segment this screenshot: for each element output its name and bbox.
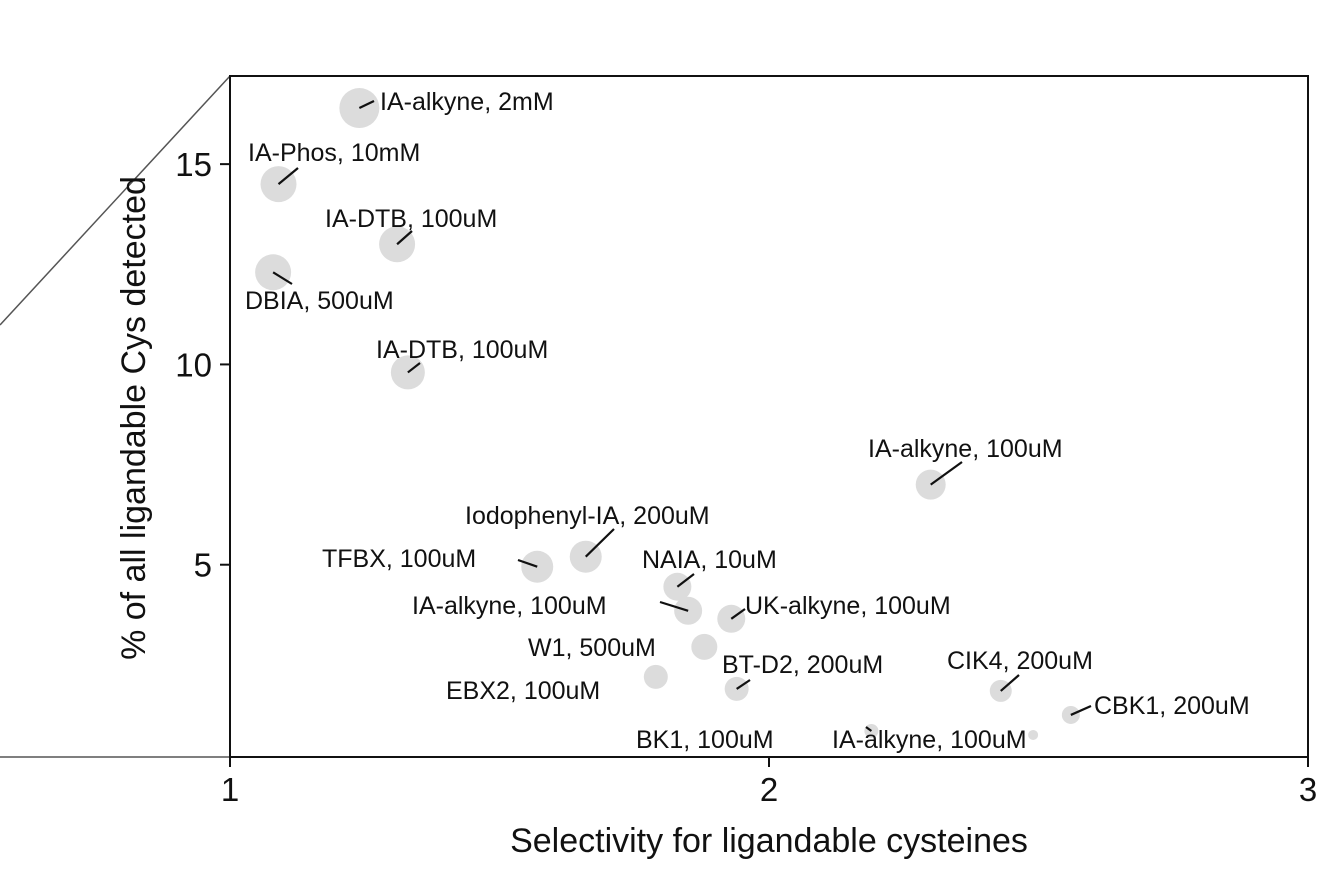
point-label: IA-DTB, 100uM bbox=[325, 205, 497, 233]
y-tick-label: 10 bbox=[175, 346, 212, 383]
data-point bbox=[643, 664, 668, 689]
point-labels-layer: IA-alkyne, 2mM IA-Phos, 10mM IA-DTB, 100uM… bbox=[245, 88, 1250, 754]
point-label: IA-Phos, 10mM bbox=[248, 139, 420, 167]
point-label: UK-alkyne, 100uM bbox=[745, 592, 951, 620]
leader-line bbox=[676, 573, 695, 588]
leader-line bbox=[517, 558, 538, 568]
data-point bbox=[691, 633, 718, 660]
point-label: IA-alkyne, 2mM bbox=[380, 88, 554, 116]
point-label: BT-D2, 200uM bbox=[722, 651, 883, 679]
point-label: EBX2, 100uM bbox=[446, 677, 600, 705]
leader-lines-layer bbox=[272, 100, 1092, 732]
y-tick-label: 15 bbox=[175, 146, 212, 183]
point-label: TFBX, 100uM bbox=[322, 545, 476, 573]
point-label: IA-alkyne, 100uM bbox=[412, 592, 607, 620]
leader-line bbox=[865, 726, 873, 732]
leader-line bbox=[1000, 674, 1020, 692]
leader-line bbox=[272, 271, 293, 285]
leader-line bbox=[277, 167, 299, 186]
y-axis-title: % of all ligandable Cys detected bbox=[115, 176, 153, 660]
x-tick-label: 3 bbox=[1299, 771, 1317, 808]
leader-line bbox=[736, 679, 751, 690]
point-label: NAIA, 10uM bbox=[642, 546, 777, 574]
leader-line bbox=[584, 528, 615, 558]
leader-line bbox=[1070, 704, 1092, 716]
zoom-connector-upper bbox=[0, 75, 231, 326]
point-label: BK1, 100uM bbox=[636, 726, 774, 754]
leader-line bbox=[730, 608, 746, 620]
leader-line bbox=[930, 461, 963, 486]
data-point bbox=[1028, 729, 1039, 740]
x-tick-label: 1 bbox=[221, 771, 239, 808]
point-label: W1, 500uM bbox=[528, 634, 656, 662]
leader-line bbox=[358, 100, 375, 110]
point-label: Iodophenyl-IA, 200uM bbox=[465, 502, 710, 530]
y-tick-label: 5 bbox=[194, 547, 212, 584]
leader-line bbox=[659, 600, 689, 612]
point-label: IA-alkyne, 100uM bbox=[832, 726, 1027, 754]
point-label: IA-alkyne, 100uM bbox=[868, 435, 1063, 463]
points-layer bbox=[255, 88, 1080, 740]
leader-line bbox=[396, 230, 413, 246]
x-axis-title: Selectivity for ligandable cysteines bbox=[510, 822, 1028, 860]
point-label: DBIA, 500uM bbox=[245, 287, 394, 315]
point-label: IA-DTB, 100uM bbox=[376, 336, 548, 364]
point-label: CBK1, 200uM bbox=[1094, 692, 1250, 720]
axis-ticks-layer: 1 2 3 5 10 15 bbox=[175, 146, 1317, 808]
point-label: CIK4, 200uM bbox=[947, 647, 1093, 675]
x-tick-label: 2 bbox=[760, 771, 778, 808]
leader-line bbox=[407, 362, 421, 374]
